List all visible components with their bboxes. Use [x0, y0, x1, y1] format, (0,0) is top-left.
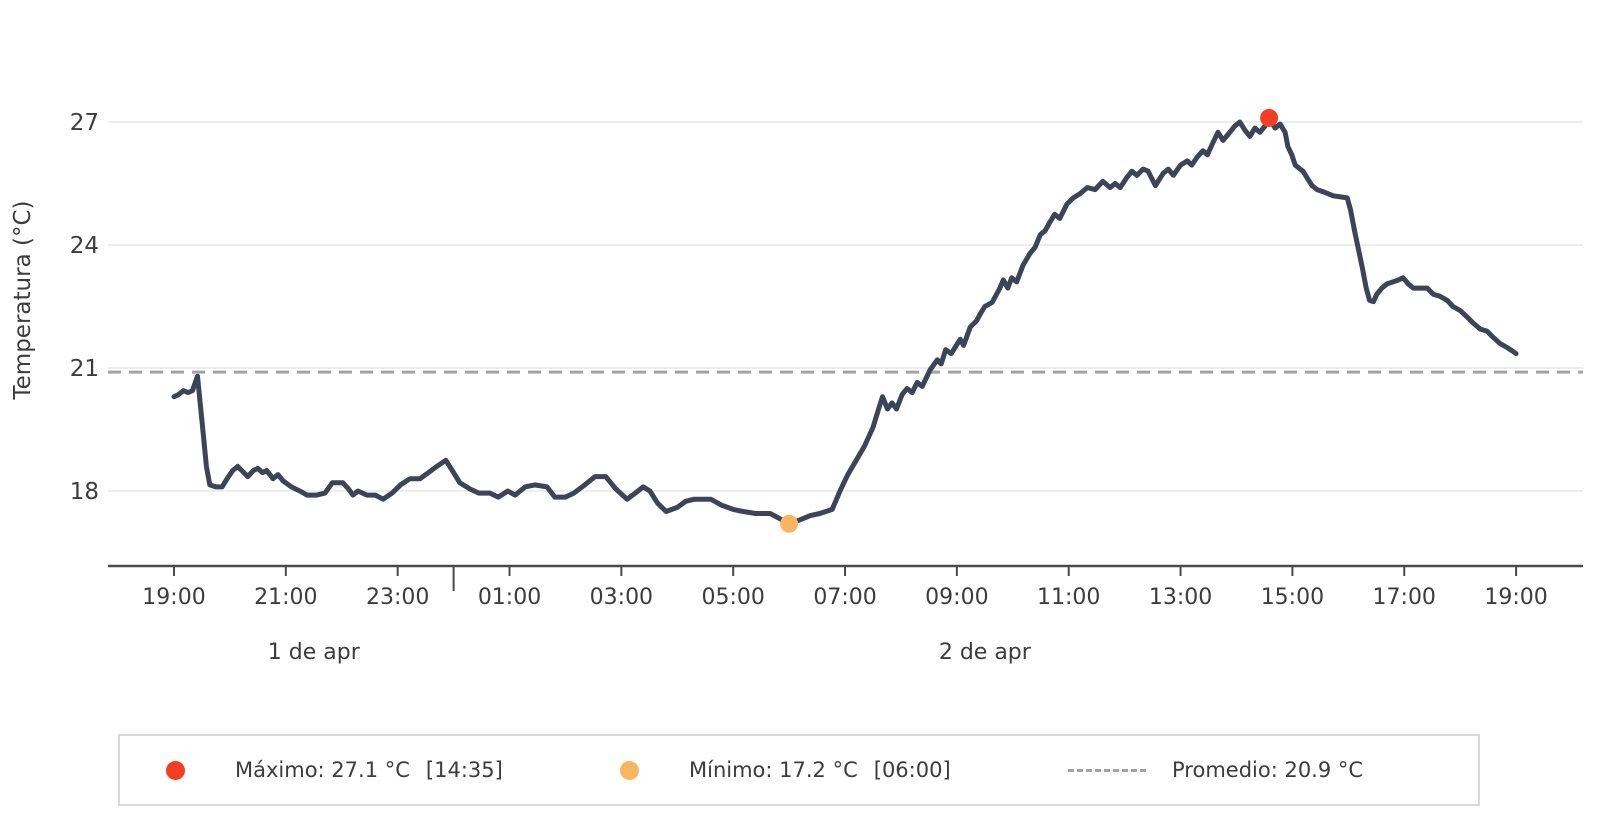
gridlines [108, 121, 1583, 492]
legend-item-min[interactable]: Mínimo: 17.2 °C [06:00] [620, 736, 951, 804]
y-tick-label: 24 [70, 233, 99, 259]
x-tick-label: 17:00 [1373, 585, 1436, 610]
legend-avg-label: Promedio: 20.9 °C [1172, 758, 1364, 782]
x-tick-label: 19:00 [1484, 585, 1547, 610]
temperature-chart[interactable]: 19:00 21:00 23:00 01:00 03:00 05:00 07:00 09:00… [0, 0, 1601, 712]
x-tick-label: 23:00 [366, 585, 429, 610]
x-tick-label: 05:00 [701, 585, 764, 610]
day-label: 2 de apr [939, 640, 1032, 665]
x-tick-label: 01:00 [478, 585, 541, 610]
legend-max-time: [14:35] [425, 758, 503, 782]
x-tick-label: 19:00 [142, 585, 205, 610]
y-tick-labels: 18 21 24 27 [70, 110, 99, 505]
chart-legend: Máximo: 27.1 °C [14:35] Mínimo: 17.2 °C … [118, 734, 1480, 806]
x-tick-label: 03:00 [590, 585, 653, 610]
legend-min-label: Mínimo: 17.2 °C [689, 758, 858, 782]
legend-item-avg[interactable]: Promedio: 20.9 °C [1068, 736, 1363, 804]
min-temperature-marker[interactable] [780, 514, 799, 533]
x-tick-label: 09:00 [925, 585, 988, 610]
x-tick-label: 13:00 [1149, 585, 1212, 610]
y-tick-label: 27 [70, 110, 99, 136]
x-tick-label: 21:00 [254, 585, 317, 610]
temperature-series-line[interactable] [171, 115, 1519, 527]
day-label: 1 de apr [268, 640, 361, 665]
x-axis-ticks [173, 566, 1518, 591]
legend-item-max[interactable]: Máximo: 27.1 °C [14:35] [166, 736, 503, 804]
legend-max-label: Máximo: 27.1 °C [235, 758, 410, 782]
average-dash-icon [1068, 768, 1146, 772]
min-marker-icon [620, 760, 639, 780]
x-tick-labels: 19:00 21:00 23:00 01:00 03:00 05:00 07:00 09:00… [142, 585, 1547, 610]
x-tick-label: 11:00 [1037, 585, 1100, 610]
y-axis-title: Temperatura (°C) [10, 201, 36, 401]
legend-min-time: [06:00] [873, 758, 951, 782]
x-tick-label: 07:00 [813, 585, 876, 610]
y-tick-label: 18 [70, 479, 99, 505]
y-tick-label: 21 [70, 356, 99, 382]
x-tick-label: 15:00 [1261, 585, 1324, 610]
day-labels: 1 de apr 2 de apr [268, 640, 1032, 665]
max-temperature-marker[interactable] [1260, 108, 1279, 127]
max-marker-icon [166, 760, 185, 780]
